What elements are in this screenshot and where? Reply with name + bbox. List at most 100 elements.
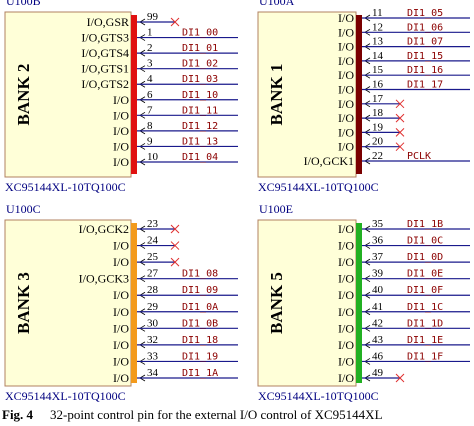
pin-number: 27: [147, 268, 159, 280]
pin-name: I/O: [113, 255, 129, 269]
pin-name: I/O: [113, 93, 129, 107]
component: U100B BANK 2 XC95144XL-10TQ100C I/O,GSR 99 I/…: [4, 0, 238, 194]
pin-number: 12: [372, 21, 383, 33]
net-label: DI1_0F: [407, 285, 443, 296]
net-label: DI1_01: [182, 43, 218, 54]
pin-number: 35: [372, 218, 384, 230]
pin-number: 24: [147, 235, 159, 247]
pin-number: 41: [372, 301, 383, 313]
net-label: DI1_13: [182, 136, 218, 147]
pin-number: 14: [372, 50, 384, 62]
pin-number: 8: [147, 120, 153, 132]
pin-number: 16: [372, 79, 384, 91]
pin-name: I/O,GTS3: [81, 31, 129, 45]
pin-number: 42: [372, 317, 383, 329]
pin-number: 49: [372, 367, 384, 379]
pin-number: 32: [147, 334, 158, 346]
pin-name: I/O: [113, 338, 129, 352]
caption-label: Fig. 4: [2, 407, 34, 422]
net-label: DI1_1E: [407, 335, 443, 346]
ref-designator: U100C: [6, 202, 41, 216]
pin-number: 46: [372, 350, 384, 362]
pin-name: I/O: [338, 25, 354, 39]
ref-designator: U100E: [259, 202, 293, 216]
component-body: [4, 11, 132, 178]
net-label: DI1_15: [407, 51, 443, 62]
no-connect: [170, 241, 180, 250]
pin-name: I/O,GCK3: [79, 272, 129, 286]
net-label: DI1_05: [407, 8, 443, 19]
net-label: DI1_0C: [407, 236, 443, 247]
net-label: DI1_16: [407, 65, 443, 76]
pin-name: I/O: [113, 288, 129, 302]
pin-bar: [356, 15, 362, 174]
pin-name: I/O: [113, 155, 129, 169]
bank-label: BANK 2: [14, 64, 33, 126]
pin-name: I/O: [113, 305, 129, 319]
net-label: DI1_07: [407, 37, 443, 48]
bank-label: BANK 1: [267, 64, 286, 126]
pin-name: I/O: [113, 239, 129, 253]
pin-name: I/O: [113, 354, 129, 368]
net-label: DI1_17: [407, 80, 443, 91]
pin-number: 20: [372, 136, 384, 148]
no-connect: [170, 257, 180, 267]
part-number: XC95144XL-10TQ100C: [258, 389, 379, 403]
net-label: DI1_10: [182, 90, 218, 101]
pin-number: 4: [147, 73, 153, 85]
pin-name: I/O: [338, 125, 354, 139]
pin-number: 22: [372, 150, 383, 162]
pin-name: I/O: [338, 288, 354, 302]
component-body: [4, 219, 132, 387]
pin-number: 28: [147, 284, 159, 296]
pin-number: 37: [372, 251, 384, 263]
pin-number: 33: [147, 350, 159, 362]
pin-number: 43: [372, 334, 384, 346]
pin-number: 30: [147, 317, 159, 329]
no-connect: [395, 373, 405, 383]
pin-name: I/O: [338, 68, 354, 82]
net-label: PCLK: [407, 151, 431, 162]
net-label: DI1_19: [182, 351, 218, 362]
component-body: [257, 219, 357, 387]
net-label: DI1_1D: [407, 318, 443, 329]
pin-number: 40: [372, 284, 384, 296]
net-label: DI1_0D: [407, 252, 443, 263]
component-body: [257, 11, 357, 178]
no-connect: [170, 224, 180, 234]
pin-name: I/O: [113, 321, 129, 335]
pin-name: I/O: [113, 108, 129, 122]
net-label: DI1_04: [182, 152, 218, 163]
net-label: DI1_1B: [407, 219, 443, 230]
pin-number: 2: [147, 42, 153, 54]
pin-number: 34: [147, 367, 159, 379]
pin-bar: [131, 15, 137, 174]
net-label: DI1_0E: [407, 269, 443, 280]
pin-name: I/O: [113, 124, 129, 138]
pin-number: 99: [147, 11, 159, 23]
pin-number: 9: [147, 135, 153, 147]
pin-name: I/O,GSR: [87, 15, 129, 29]
no-connect: [395, 128, 405, 137]
pin-name: I/O: [338, 239, 354, 253]
pin-name: I/O: [338, 321, 354, 335]
pin-number: 29: [147, 301, 159, 313]
pin-name: I/O: [338, 371, 354, 385]
net-label: DI1_18: [182, 335, 218, 346]
net-label: DI1_1F: [407, 351, 443, 362]
bank-label: BANK 3: [14, 272, 33, 334]
pin-name: I/O: [338, 354, 354, 368]
pin-name: I/O: [338, 97, 354, 111]
pin-name: I/O: [338, 140, 354, 154]
net-label: DI1_09: [182, 285, 218, 296]
net-label: DI1_1A: [182, 368, 218, 379]
pin-name: I/O: [338, 40, 354, 54]
part-number: XC95144XL-10TQ100C: [5, 389, 126, 403]
component: U100E BANK 5 XC95144XL-10TQ100C I/O 35 DI1_1B…: [257, 202, 470, 403]
net-label: DI1_06: [407, 22, 443, 33]
caption-text: 32-point control pin for the external I/…: [50, 407, 383, 422]
pin-name: I/O,GTS1: [81, 62, 129, 76]
pin-number: 19: [372, 121, 384, 133]
pin-number: 6: [147, 89, 153, 101]
